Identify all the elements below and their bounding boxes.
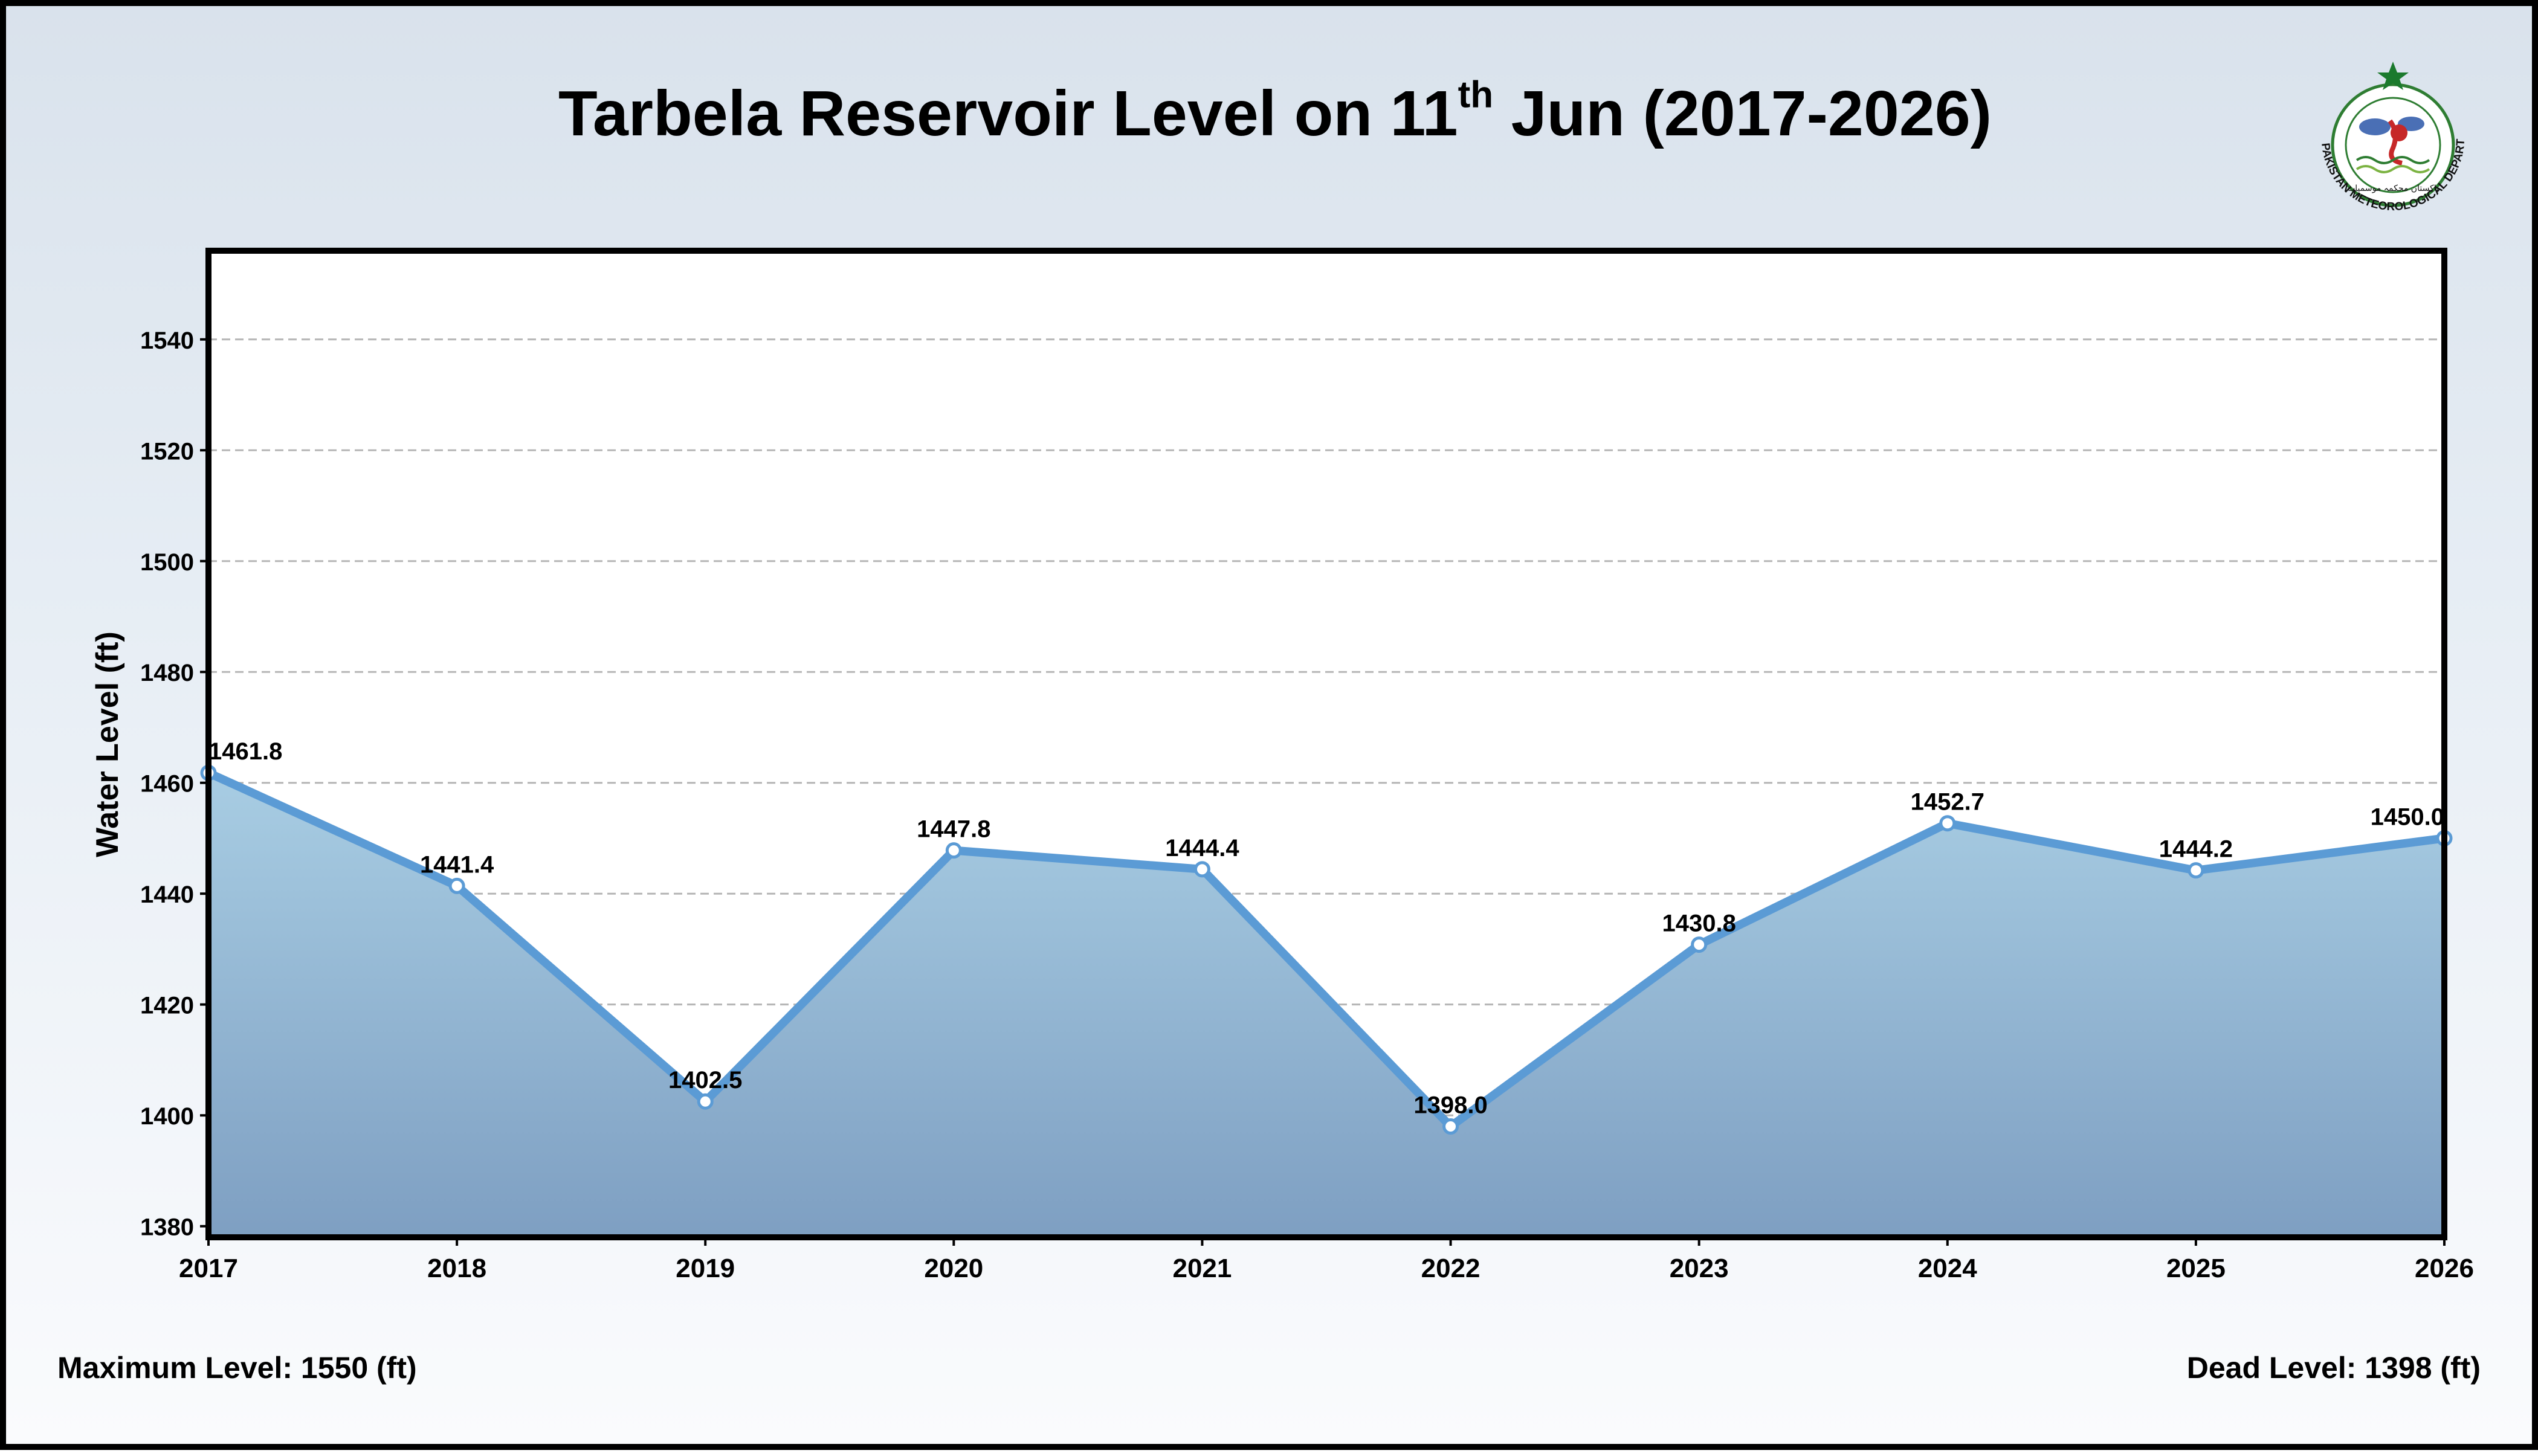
- data-point: [2188, 862, 2204, 879]
- x-tick-label: 2019: [676, 1254, 735, 1283]
- x-tick-label: 2025: [2166, 1254, 2226, 1283]
- area-fill: [208, 773, 2444, 1237]
- max-level-label: Maximum Level: 1550 (ft): [57, 1351, 417, 1385]
- data-point: [945, 842, 962, 859]
- data-label: 1461.8: [208, 738, 282, 765]
- x-tick-label: 2020: [924, 1254, 983, 1283]
- data-label: 1430.8: [1662, 910, 1736, 937]
- data-label: 1441.4: [420, 851, 494, 878]
- logo-urdu-text: پاکستان محکمہ موسمیات: [2347, 184, 2439, 193]
- y-tick-label: 1540: [140, 327, 194, 354]
- x-tick-label: 2018: [427, 1254, 486, 1283]
- y-tick-label: 1480: [140, 660, 194, 686]
- x-tick-label: 2024: [1918, 1254, 1977, 1283]
- title-suffix: Jun (2017-2026): [1493, 78, 1992, 149]
- data-point: [1193, 861, 1210, 878]
- data-point: [448, 877, 465, 894]
- y-tick-label: 1420: [140, 993, 194, 1019]
- y-tick-label: 1460: [140, 771, 194, 797]
- x-tick-label: 2023: [1670, 1254, 1729, 1283]
- data-label: 1444.4: [1165, 835, 1239, 862]
- data-label: 1452.7: [1911, 789, 1984, 816]
- pmd-seal-icon: PAKISTAN METEOROLOGICAL DEPARTMENT پاکست…: [2302, 48, 2467, 213]
- y-axis-label: Water Level (ft): [90, 631, 125, 857]
- chart-title: Tarbela Reservoir Level on 11th Jun (201…: [6, 74, 2538, 150]
- y-tick-label: 1500: [140, 549, 194, 576]
- y-tick-label: 1400: [140, 1103, 194, 1130]
- data-label: 1402.5: [668, 1067, 742, 1094]
- y-tick-label: 1440: [140, 881, 194, 908]
- series-line: [204, 768, 2449, 1131]
- data-point: [697, 1093, 714, 1110]
- data-label: 1447.8: [917, 816, 990, 843]
- plot-frame: [205, 248, 2447, 1240]
- x-tick-label: 2022: [1421, 1254, 1480, 1283]
- data-point: [1442, 1118, 1459, 1135]
- x-tick-label: 2017: [179, 1254, 238, 1283]
- data-label: 1444.2: [2159, 836, 2233, 863]
- dead-level-label: Dead Level: 1398 (ft): [2186, 1351, 2481, 1385]
- data-point: [1691, 936, 1708, 953]
- axis-layer: 1380 1400 1420 1440 1460 1480 1500 1520 1540 2017…: [140, 327, 2474, 1283]
- x-tick-label: 2021: [1172, 1254, 1232, 1283]
- y-tick-label: 1380: [140, 1214, 194, 1241]
- title-superscript: th: [1458, 74, 1494, 116]
- y-tick-label: 1520: [140, 438, 194, 465]
- data-point: [1939, 815, 1956, 832]
- x-tick-label: 2026: [2415, 1254, 2474, 1283]
- data-label: 1398.0: [1413, 1092, 1487, 1119]
- labels-layer: 1461.8 1441.4 1402.5 1447.8 1444.4 1398.0 1430…: [208, 738, 2444, 1118]
- data-label: 1450.0: [2371, 804, 2444, 830]
- chart-svg: 1461.8 1441.4 1402.5 1447.8 1444.4 1398.0 1430…: [90, 248, 2474, 1283]
- title-prefix: Tarbela Reservoir Level on 11: [558, 78, 1458, 149]
